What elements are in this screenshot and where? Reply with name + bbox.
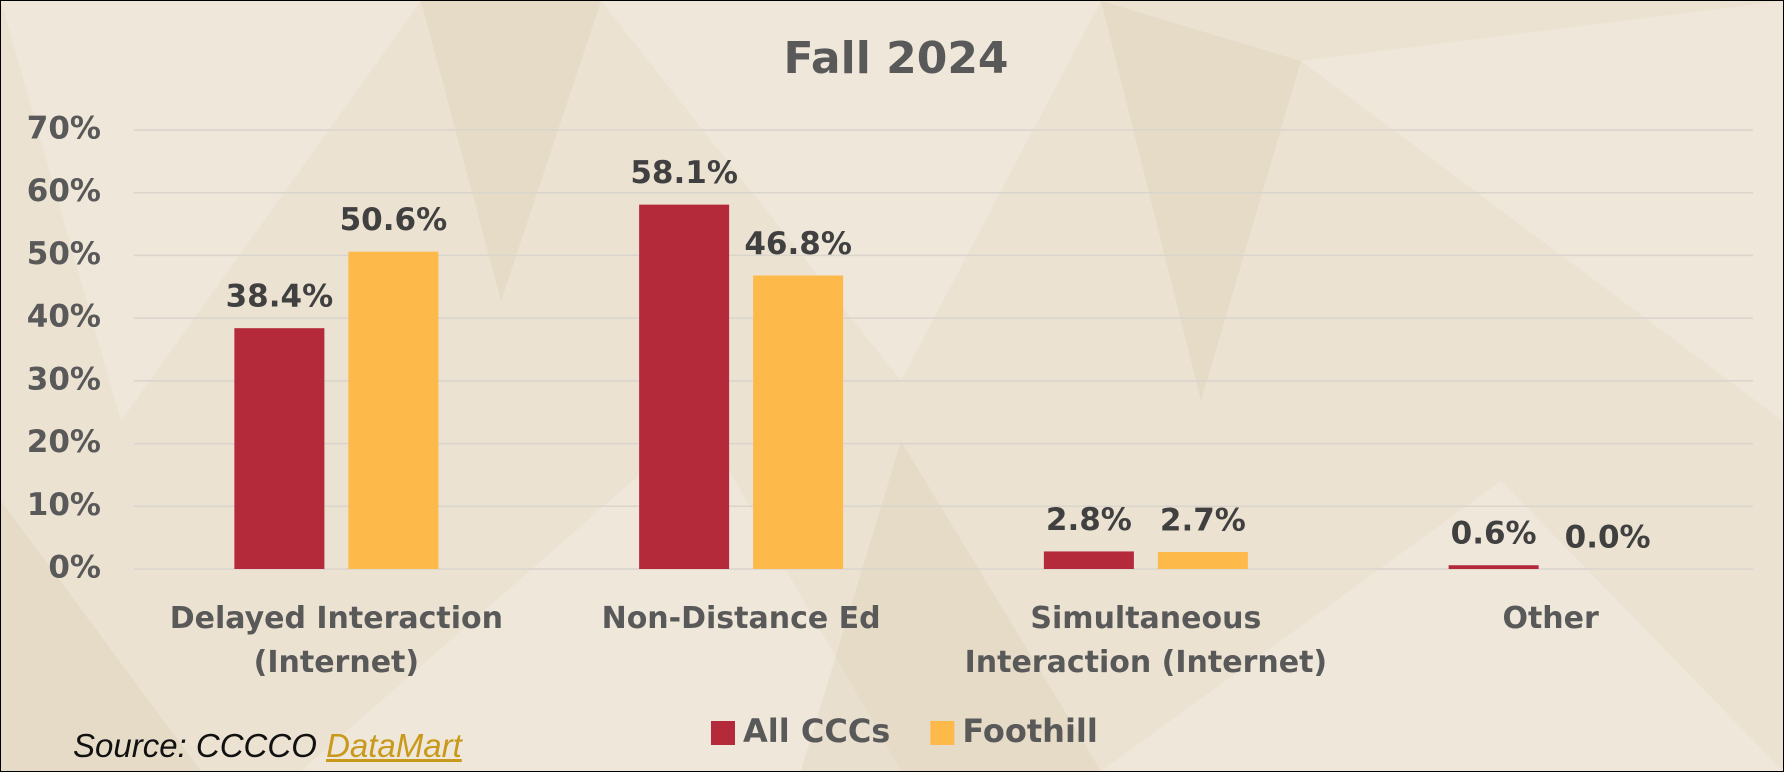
bar bbox=[639, 204, 730, 569]
y-tick-label: 20% bbox=[27, 424, 101, 460]
y-tick-label: 30% bbox=[27, 361, 101, 397]
bg-shape bbox=[801, 441, 1101, 771]
x-tick-label: Non-Distance Ed bbox=[601, 601, 881, 636]
legend-label: Foothill bbox=[962, 712, 1098, 750]
legend-label: All CCCs bbox=[743, 712, 890, 750]
bar bbox=[1157, 552, 1248, 569]
y-tick-label: 50% bbox=[27, 236, 101, 272]
source-note: Source: CCCCO DataMart bbox=[73, 727, 462, 765]
bg-shape bbox=[1, 501, 201, 771]
data-label: 0.6% bbox=[1451, 516, 1537, 552]
y-tick-label: 40% bbox=[27, 299, 101, 335]
bg-shape bbox=[601, 1, 1101, 381]
bar bbox=[348, 251, 439, 569]
bar bbox=[234, 328, 325, 569]
legend-swatch bbox=[711, 721, 735, 745]
bg-shape bbox=[1101, 1, 1301, 401]
data-label: 2.7% bbox=[1160, 503, 1246, 539]
bg-shape bbox=[1101, 481, 1783, 771]
x-tick-label: Simultaneous Interaction (Internet) bbox=[964, 601, 1328, 680]
chart-title: Fall 2024 bbox=[783, 33, 1008, 84]
x-tick-label: Other bbox=[1502, 601, 1599, 636]
data-label: 46.8% bbox=[744, 226, 852, 262]
legend-swatch bbox=[930, 721, 955, 745]
source-text: Source: CCCCO bbox=[73, 727, 317, 764]
y-tick-label: 0% bbox=[48, 550, 101, 586]
bar bbox=[753, 275, 844, 569]
data-label: 38.4% bbox=[226, 279, 334, 315]
data-label: 2.8% bbox=[1046, 502, 1132, 538]
bg-shape bbox=[301, 421, 901, 771]
source-link[interactable]: DataMart bbox=[326, 727, 462, 764]
bg-shape bbox=[421, 1, 601, 301]
bg-shape bbox=[1301, 1, 1783, 421]
y-tick-label: 10% bbox=[27, 487, 101, 523]
data-label: 50.6% bbox=[340, 202, 448, 238]
bg-shape bbox=[1, 1, 421, 421]
x-tick-label: Delayed Interaction (Internet) bbox=[169, 601, 504, 680]
data-label: 58.1% bbox=[630, 155, 738, 191]
background-pattern-dark bbox=[1, 1, 1301, 771]
bar bbox=[1448, 565, 1539, 569]
y-tick-label: 60% bbox=[27, 173, 101, 209]
y-tick-label: 70% bbox=[27, 111, 101, 147]
data-label: 0.0% bbox=[1565, 520, 1651, 556]
bar bbox=[1043, 551, 1134, 569]
